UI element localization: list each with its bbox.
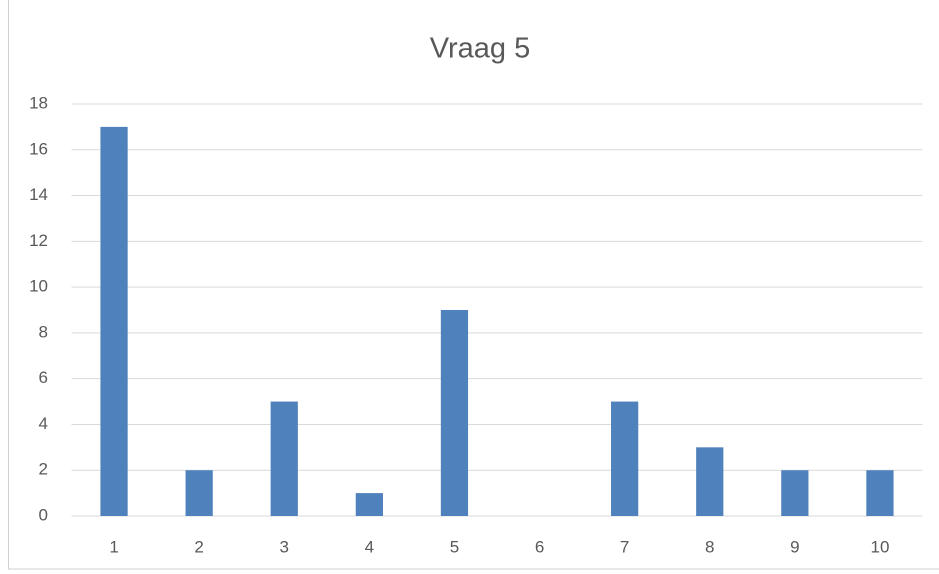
- x-tick-label: 1: [109, 537, 118, 556]
- bar: [270, 401, 298, 516]
- chart-title: Vraag 5: [430, 33, 531, 65]
- x-tick-label: 5: [450, 537, 459, 556]
- y-tick-label: 10: [29, 277, 48, 296]
- bar: [781, 470, 809, 516]
- x-tick-label: 3: [280, 537, 289, 556]
- x-tick-label: 4: [365, 537, 374, 556]
- bar: [440, 310, 469, 516]
- bar: [866, 470, 894, 516]
- x-tick-label: 9: [790, 537, 799, 556]
- y-tick-label: 18: [29, 93, 48, 112]
- y-tick-label: 6: [39, 368, 48, 387]
- y-tick-label: 12: [29, 231, 48, 250]
- y-tick-label: 16: [29, 139, 48, 158]
- x-tick-label: 7: [620, 537, 629, 556]
- y-tick-label: 0: [39, 505, 48, 524]
- x-tick-label: 2: [194, 537, 203, 556]
- bar: [100, 126, 128, 516]
- x-tick-label: 10: [870, 537, 889, 556]
- y-tick-label: 2: [39, 460, 48, 479]
- bar: [185, 470, 213, 516]
- bar: [611, 401, 639, 516]
- y-tick-label: 8: [39, 322, 48, 341]
- y-tick-label: 14: [29, 185, 48, 204]
- x-tick-label: 8: [705, 537, 714, 556]
- bar: [696, 447, 724, 516]
- x-tick-label: 6: [535, 537, 544, 556]
- y-tick-label: 4: [39, 414, 48, 433]
- bar: [355, 493, 383, 516]
